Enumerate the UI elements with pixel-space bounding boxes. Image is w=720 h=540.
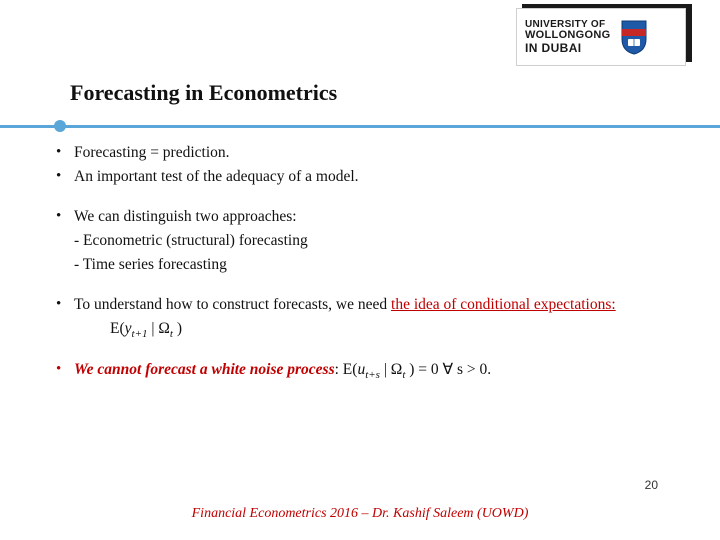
bullet-list: We can distinguish two approaches: [52,206,674,228]
slide-content: Forecasting = prediction. An important t… [52,142,674,385]
f-y-sub: t+1 [132,328,148,340]
logo-line-3: IN DUBAI [525,42,611,55]
bullet-4: To understand how to construct forecasts… [52,294,674,316]
bullet-5: We cannot forecast a white noise process… [52,359,674,384]
title-rule-dot [54,120,66,132]
logo-text: UNIVERSITY OF WOLLONGONG IN DUBAI [525,20,611,55]
f-close: ) [173,320,182,337]
logo-box: UNIVERSITY OF WOLLONGONG IN DUBAI [516,8,686,66]
title-rule [0,125,720,128]
page-number: 20 [645,478,658,492]
bullet-4-text-b: the idea of conditional expectations: [391,296,616,313]
university-logo: UNIVERSITY OF WOLLONGONG IN DUBAI [516,8,686,66]
footer-text: Financial Econometrics 2016 – Dr. Kashif… [0,506,720,522]
f-y: y [125,320,132,337]
bullet-list: Forecasting = prediction. An important t… [52,142,674,188]
slide-title: Forecasting in Econometrics [70,80,337,106]
bullet-5-mid: | Ω [380,361,402,378]
bullet-2: An important test of the adequacy of a m… [52,166,674,188]
bullet-3: We can distinguish two approaches: [52,206,674,228]
bullet-3-sub-2: - Time series forecasting [52,254,674,276]
conditional-expectation-formula: E(yt+1 | Ωt ) [52,318,674,343]
bullet-5-end: ) = 0 ∀ s > 0. [405,361,491,378]
f-E: E( [110,320,125,337]
bullet-5-prefix: : E( [335,361,358,378]
bullet-5-u-sub: t+s [365,369,380,381]
bullet-4-text-a: To understand how to construct forecasts… [74,296,391,313]
crest-icon [619,19,649,55]
logo-line-2: WOLLONGONG [525,30,611,42]
bullet-1: Forecasting = prediction. [52,142,674,164]
bullet-3-sub-1: - Econometric (structural) forecasting [52,230,674,252]
bullet-list: To understand how to construct forecasts… [52,294,674,316]
f-mid: | Ω [148,320,170,337]
bullet-5-emph: We cannot forecast a white noise process [74,361,335,378]
bullet-list: We cannot forecast a white noise process… [52,359,674,384]
